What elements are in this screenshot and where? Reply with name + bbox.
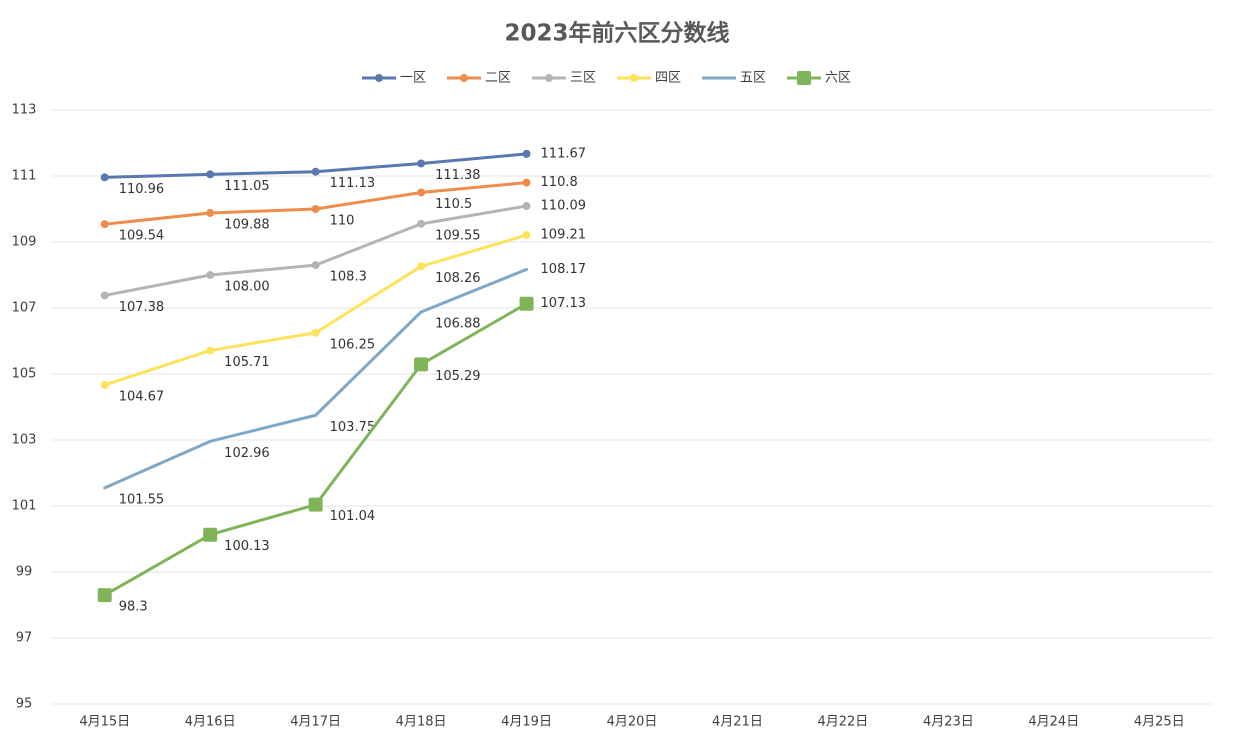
x-tick-label: 4月18日: [396, 715, 447, 730]
x-tick-label: 4月16日: [185, 715, 236, 730]
point: [206, 170, 215, 179]
point: [97, 588, 112, 603]
x-tick-label: 4月25日: [1134, 715, 1185, 730]
data-label: 111.38: [435, 168, 481, 183]
legend-label: 一区: [400, 71, 426, 86]
data-label: 106.88: [435, 316, 481, 331]
point: [203, 527, 218, 542]
point: [419, 310, 423, 314]
legend-label: 六区: [825, 71, 851, 86]
chart-title: 2023年前六区分数线: [504, 20, 729, 47]
data-label: 108.26: [435, 271, 481, 286]
data-label: 110.96: [119, 182, 164, 197]
y-tick-label: 113: [12, 103, 37, 118]
data-label: 103.75: [330, 420, 376, 435]
data-label: 108.3: [330, 270, 367, 285]
data-label: 108.00: [224, 280, 270, 295]
point: [100, 220, 109, 229]
data-label: 107.38: [119, 300, 164, 315]
point: [311, 167, 320, 176]
x-tick-label: 4月21日: [712, 715, 763, 730]
data-label: 105.71: [224, 355, 270, 370]
point: [311, 261, 320, 270]
data-label: 102.96: [224, 446, 270, 461]
data-label: 110.8: [541, 175, 578, 190]
point: [103, 486, 107, 490]
data-label: 110.09: [541, 199, 587, 214]
data-label: 104.67: [119, 389, 164, 404]
point: [311, 328, 320, 337]
y-tick-label: 107: [12, 301, 37, 316]
x-tick-label: 4月19日: [501, 715, 552, 730]
data-label: 101.55: [119, 492, 164, 507]
point: [417, 262, 426, 271]
point: [208, 439, 212, 443]
y-tick-label: 97: [16, 631, 33, 646]
y-tick-label: 111: [12, 169, 37, 184]
point: [414, 357, 429, 372]
x-tick-label: 4月17日: [290, 715, 341, 730]
point: [417, 159, 426, 168]
x-tick-label: 4月24日: [1028, 715, 1079, 730]
data-label: 111.05: [224, 179, 270, 194]
legend-label: 四区: [655, 71, 681, 86]
x-tick-label: 4月15日: [79, 715, 130, 730]
data-label: 107.13: [541, 296, 587, 311]
data-label: 111.13: [330, 176, 376, 191]
legend-label: 五区: [740, 71, 766, 86]
point: [308, 497, 323, 512]
data-label: 109.54: [119, 229, 164, 244]
legend-marker: [797, 71, 811, 85]
data-label: 106.25: [330, 337, 376, 352]
point: [311, 205, 320, 213]
legend-label: 三区: [570, 71, 596, 86]
x-tick-label: 4月23日: [923, 715, 974, 730]
point: [522, 149, 531, 158]
point: [206, 208, 215, 217]
data-label: 110: [330, 214, 355, 229]
legend-label: 二区: [485, 71, 511, 86]
point: [206, 271, 215, 279]
y-tick-label: 95: [16, 697, 33, 712]
point: [100, 291, 109, 300]
point: [522, 231, 531, 240]
point: [417, 219, 426, 228]
point: [417, 188, 426, 197]
data-label: 111.67: [541, 146, 587, 161]
data-label: 109.55: [435, 228, 481, 243]
data-label: 109.88: [224, 217, 270, 232]
legend-marker: [545, 74, 553, 82]
point: [519, 296, 534, 311]
x-tick-label: 4月22日: [817, 715, 868, 730]
y-tick-label: 109: [12, 235, 37, 250]
data-label: 108.17: [541, 262, 587, 277]
y-tick-label: 101: [12, 499, 37, 514]
legend-marker: [630, 74, 638, 82]
point: [100, 380, 109, 389]
point: [522, 202, 531, 211]
y-tick-label: 103: [12, 433, 37, 448]
data-label: 100.13: [224, 539, 270, 554]
point: [525, 267, 529, 271]
x-tick-label: 4月20日: [607, 715, 658, 730]
data-label: 109.21: [541, 228, 587, 243]
data-label: 105.29: [435, 369, 481, 384]
point: [314, 413, 318, 417]
y-tick-label: 105: [12, 367, 37, 382]
point: [206, 346, 215, 355]
data-label: 98.3: [119, 600, 148, 615]
data-label: 110.5: [435, 197, 472, 212]
point: [522, 178, 531, 187]
point: [100, 173, 109, 182]
legend-marker: [375, 74, 383, 82]
y-tick-label: 99: [16, 565, 33, 580]
legend-marker: [460, 74, 468, 82]
data-label: 101.04: [330, 509, 376, 524]
